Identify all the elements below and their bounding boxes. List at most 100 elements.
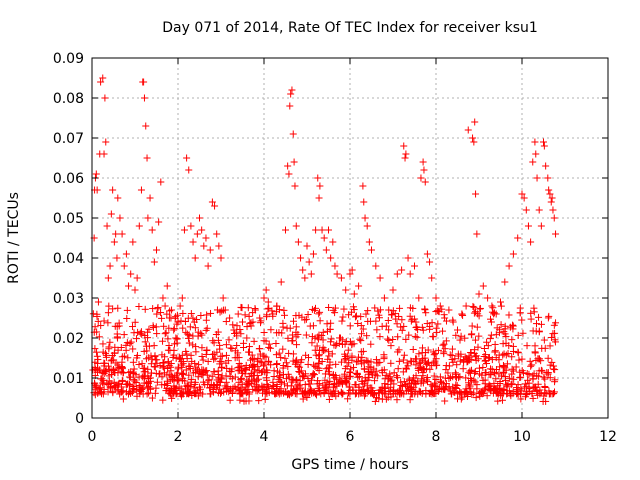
data-point (182, 347, 190, 355)
data-point (280, 311, 288, 319)
data-point (468, 322, 476, 330)
data-point (316, 317, 324, 325)
data-point (510, 375, 518, 383)
data-point (164, 365, 172, 373)
data-point (513, 387, 521, 395)
data-point (114, 361, 122, 369)
data-point (400, 322, 408, 330)
data-point (523, 370, 531, 378)
data-point (364, 317, 372, 325)
data-point (187, 376, 195, 384)
data-point (367, 340, 375, 348)
data-point (270, 383, 278, 391)
data-point (341, 370, 349, 378)
data-point (434, 346, 442, 354)
data-point (197, 312, 205, 320)
data-point (104, 388, 112, 396)
data-point (235, 363, 243, 371)
data-point (362, 377, 370, 385)
data-point (135, 302, 143, 310)
data-point (191, 359, 199, 367)
chart-title: Day 071 of 2014, Rate Of TEC Index for r… (162, 20, 538, 36)
data-point (418, 375, 426, 383)
data-point (166, 376, 174, 384)
data-point (402, 387, 410, 395)
data-point (268, 307, 276, 315)
data-point (346, 369, 354, 377)
data-point (228, 345, 236, 353)
data-point (452, 331, 460, 339)
data-point (394, 333, 402, 341)
data-point (259, 386, 267, 394)
data-point (357, 313, 365, 321)
data-point (197, 329, 205, 337)
data-point (239, 339, 247, 347)
data-point (209, 337, 217, 345)
data-point (147, 352, 155, 360)
data-point (104, 309, 112, 317)
data-point (500, 362, 508, 370)
data-point (248, 362, 256, 370)
data-point (409, 374, 417, 382)
data-point (109, 389, 117, 397)
data-point (237, 376, 245, 384)
data-point (135, 361, 143, 369)
data-point (202, 326, 210, 334)
data-point (541, 384, 549, 392)
data-point (393, 320, 401, 328)
data-point (471, 369, 479, 377)
data-point (237, 362, 245, 370)
data-point (100, 385, 108, 393)
data-point (304, 374, 312, 382)
data-point (187, 310, 195, 318)
data-point (162, 329, 170, 337)
data-point (259, 362, 267, 370)
data-point (141, 338, 149, 346)
data-point (222, 341, 230, 349)
data-point (132, 378, 140, 386)
data-point (155, 370, 163, 378)
data-point (146, 385, 154, 393)
data-point (289, 317, 297, 325)
data-point (152, 356, 160, 364)
data-point (322, 386, 330, 394)
data-point (464, 379, 472, 387)
data-point (131, 377, 139, 385)
data-point (482, 369, 490, 377)
data-point (275, 349, 283, 357)
data-point (218, 307, 226, 315)
data-point (316, 355, 324, 363)
data-point (544, 354, 552, 362)
data-point (158, 351, 166, 359)
data-point (192, 343, 200, 351)
data-point (318, 331, 326, 339)
data-point (500, 385, 508, 393)
data-point (192, 387, 200, 395)
data-point (218, 375, 226, 383)
data-point (248, 351, 256, 359)
data-point (471, 336, 479, 344)
data-point (535, 327, 543, 335)
data-point (462, 374, 470, 382)
data-point (262, 337, 270, 345)
data-point (130, 384, 138, 392)
data-point (145, 325, 153, 333)
data-point (122, 341, 130, 349)
data-point (384, 375, 392, 383)
data-point (452, 384, 460, 392)
data-point (211, 354, 219, 362)
data-point (251, 378, 259, 386)
data-point (308, 339, 316, 347)
data-point (410, 358, 418, 366)
data-point (372, 393, 380, 401)
data-point (408, 315, 416, 323)
data-point (144, 365, 152, 373)
data-point (354, 353, 362, 361)
data-point (503, 360, 511, 368)
data-point (287, 382, 295, 390)
data-point (365, 363, 373, 371)
data-point (494, 397, 502, 405)
data-point (402, 335, 410, 343)
data-point (125, 368, 133, 376)
data-point (481, 384, 489, 392)
